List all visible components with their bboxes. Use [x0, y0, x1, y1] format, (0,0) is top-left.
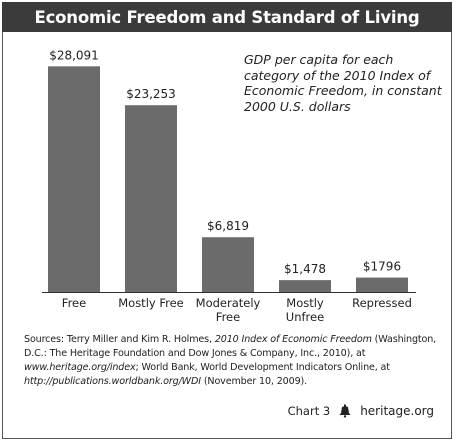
category-label: Moderately	[196, 296, 261, 310]
liberty-bell-icon	[339, 404, 351, 418]
bar-free	[48, 66, 100, 292]
category-label: Unfree	[286, 310, 324, 324]
chart-footer: Chart 3 heritage.org	[288, 404, 434, 418]
sources-part: (Washington, D.C.: The Heritage Foundati…	[24, 334, 437, 359]
category-label: Mostly Free	[118, 296, 184, 310]
bar-value-label: $6,819	[207, 219, 249, 233]
category-label: Free	[216, 310, 240, 324]
sources-text: Sources: Terry Miller and Kim R. Holmes,…	[24, 333, 444, 389]
bar-value-label: $23,253	[126, 87, 176, 101]
sources-url-wdi: http://publications.worldbank.org/WDI	[24, 376, 201, 387]
chart-note: GDP per capita for each category of the …	[244, 52, 442, 114]
chart-title: Economic Freedom and Standard of Living	[2, 2, 452, 32]
bar-value-label: $1796	[363, 260, 401, 274]
bar-moderately-free	[202, 237, 254, 292]
bar-repressed	[356, 277, 408, 292]
category-label: Mostly	[286, 296, 324, 310]
bar-value-label: $28,091	[49, 48, 99, 62]
category-label: Repressed	[352, 296, 412, 310]
bar-value-label: $1,478	[284, 262, 326, 276]
sources-url-index: www.heritage.org/index	[24, 362, 136, 373]
sources-part: (November 10, 2009).	[200, 376, 308, 387]
sources-book-title: 2010 Index of Economic Freedom	[214, 334, 372, 345]
sources-part: ; World Bank, World Development Indicato…	[135, 362, 391, 373]
bar-mostly-unfree	[279, 280, 331, 292]
sources-part: Sources: Terry Miller and Kim R. Holmes,	[24, 334, 215, 345]
chart-number: Chart 3	[287, 404, 331, 418]
category-label: Free	[62, 296, 86, 310]
site-name: heritage.org	[360, 404, 434, 418]
bar-mostly-free	[125, 105, 177, 292]
